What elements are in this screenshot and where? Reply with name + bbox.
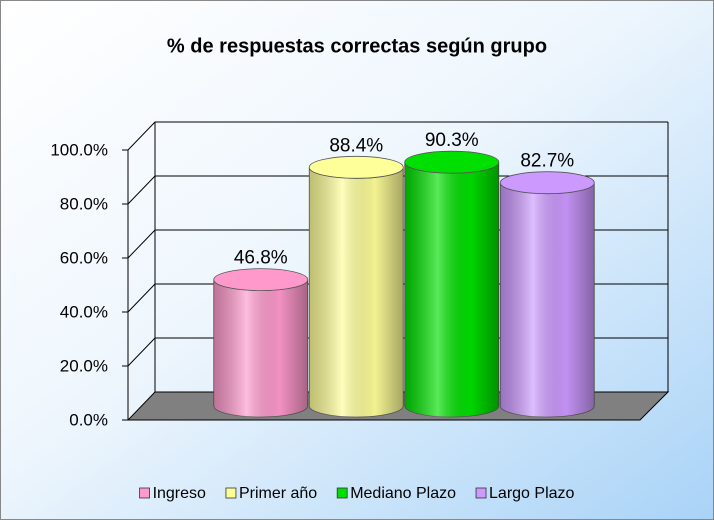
data-label: 88.4% <box>329 135 383 156</box>
bar-top <box>499 171 595 195</box>
legend-swatch <box>336 487 348 499</box>
data-label: 82.7% <box>520 151 574 172</box>
y-tick-label: 100.0% <box>50 140 108 159</box>
grid-line <box>127 121 668 151</box>
legend-label: Mediano Plazo <box>350 485 456 502</box>
y-tick-label: 20.0% <box>60 356 108 375</box>
bar-top <box>213 268 309 292</box>
bar-shade <box>500 182 595 417</box>
bar-top <box>308 155 404 179</box>
y-tick-label: 60.0% <box>60 248 108 267</box>
legend-swatch <box>475 487 487 499</box>
legend-label: Largo Plazo <box>489 485 574 502</box>
data-label: 46.8% <box>234 248 288 269</box>
data-label: 90.3% <box>425 130 479 151</box>
y-tick-label: 80.0% <box>60 194 108 213</box>
chart-title: % de respuestas correctas según grupo <box>167 35 547 57</box>
bar-shade <box>309 167 404 417</box>
legend-label: Ingreso <box>153 485 206 502</box>
y-tick-label: 0.0% <box>69 410 108 429</box>
bar-top <box>404 150 500 174</box>
bar-shade <box>213 279 308 417</box>
legend-swatch <box>225 487 237 499</box>
legend-label: Primer año <box>239 485 317 502</box>
y-tick-label: 40.0% <box>60 302 108 321</box>
legend-swatch <box>139 487 150 499</box>
bar-shade <box>404 162 499 417</box>
